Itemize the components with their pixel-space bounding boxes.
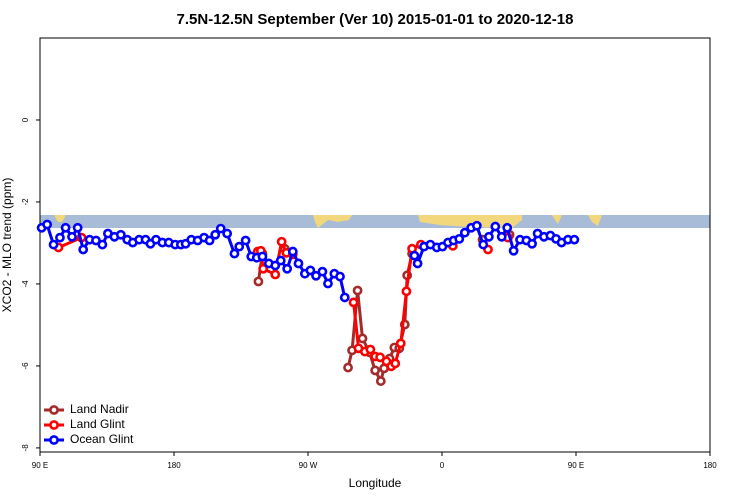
- legend-marker: [49, 405, 59, 415]
- data-point: [502, 222, 513, 233]
- data-point: [348, 297, 359, 308]
- y-tick-label: -8: [21, 444, 30, 452]
- data-point: [365, 344, 376, 355]
- data-point: [375, 352, 385, 363]
- data-point: [508, 245, 519, 256]
- data-point: [343, 362, 353, 373]
- data-point: [240, 235, 251, 246]
- data-point: [276, 236, 287, 247]
- data-point: [234, 241, 245, 252]
- data-point: [335, 271, 345, 282]
- data-point: [258, 263, 269, 274]
- data-point: [78, 244, 89, 255]
- legend-label: Ocean Glint: [70, 432, 134, 446]
- data-point: [270, 269, 281, 280]
- data-point: [496, 231, 507, 242]
- data-point: [459, 227, 470, 238]
- data-point: [395, 338, 406, 349]
- data-point: [282, 263, 293, 274]
- data-point: [483, 231, 494, 242]
- data-point: [401, 286, 412, 297]
- x-tick-label: 180: [167, 461, 181, 470]
- data-point: [48, 239, 59, 250]
- data-point: [55, 232, 65, 243]
- series: [36, 219, 580, 303]
- data-point: [305, 265, 316, 276]
- data-point: [215, 223, 226, 234]
- y-tick-label: -2: [21, 198, 30, 206]
- data-point: [287, 246, 298, 257]
- data-point: [471, 220, 482, 231]
- plot-frame: [39, 37, 711, 453]
- x-tick-label: 90 E: [32, 461, 48, 470]
- data-point: [490, 221, 501, 232]
- y-tick-label: 0: [21, 117, 30, 122]
- surface-strip: [40, 215, 710, 228]
- data-point: [229, 248, 240, 259]
- data-point: [210, 229, 221, 240]
- y-tick-label: -4: [21, 280, 30, 288]
- x-tick-label: 90 W: [299, 461, 318, 470]
- y-tick-label: -6: [21, 362, 30, 370]
- legend-marker: [49, 420, 59, 430]
- y-axis-label: XCO2 - MLO trend (ppm): [0, 178, 14, 313]
- data-point: [42, 219, 53, 230]
- data-point: [323, 278, 333, 289]
- data-point: [115, 229, 126, 240]
- data-point: [293, 258, 304, 269]
- data-point: [91, 235, 101, 246]
- data-point: [317, 266, 328, 277]
- data-point: [60, 222, 71, 233]
- data-point: [222, 228, 233, 239]
- data-point: [370, 365, 381, 376]
- x-tick-label: 90 E: [568, 461, 584, 470]
- data-point: [72, 222, 83, 233]
- data-point: [454, 233, 465, 244]
- x-axis-label: Longitude: [349, 476, 402, 490]
- data-point: [357, 333, 368, 344]
- x-tick-label: 0: [440, 461, 445, 470]
- data-point: [253, 276, 264, 287]
- data-point: [97, 239, 108, 250]
- x-tick-label: 180: [703, 461, 717, 470]
- series: [55, 234, 512, 370]
- data-point: [527, 238, 537, 249]
- data-point: [412, 258, 423, 269]
- data-point: [339, 292, 350, 303]
- data-point: [375, 376, 386, 386]
- data-point: [390, 358, 401, 369]
- data-point: [204, 235, 215, 246]
- legend-label: Land Glint: [70, 417, 125, 431]
- data-point: [311, 270, 321, 281]
- data-point: [352, 285, 363, 296]
- legend-marker: [49, 435, 59, 445]
- legend-label: Land Nadir: [70, 402, 129, 416]
- data-point: [257, 251, 268, 262]
- data-point: [478, 239, 489, 250]
- data-point: [409, 250, 420, 261]
- data-point: [67, 231, 77, 242]
- data-point: [275, 255, 286, 266]
- chart-title: 7.5N-12.5N September (Ver 10) 2015-01-01…: [177, 11, 574, 28]
- data-point: [569, 234, 580, 245]
